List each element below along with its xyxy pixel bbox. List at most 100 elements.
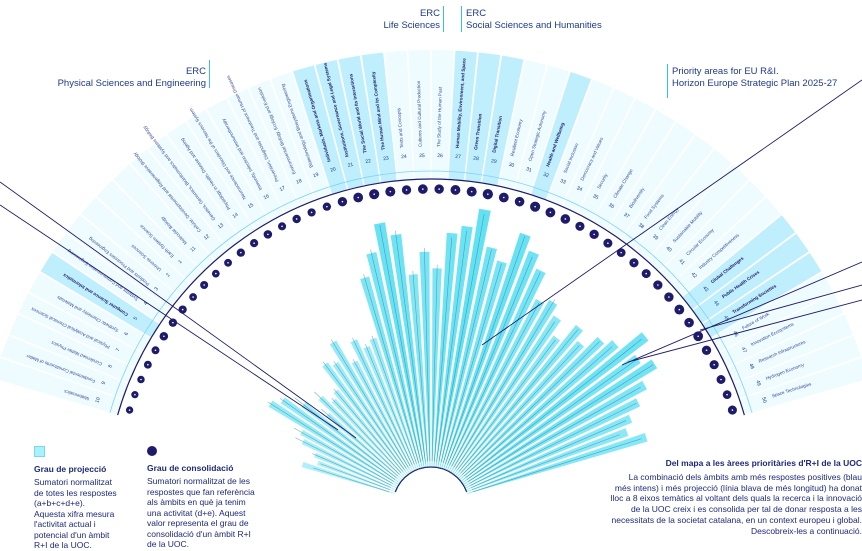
- sector-number: 40: [665, 245, 673, 253]
- consolidation-dot-center: [697, 335, 699, 338]
- sector-number: 4: [143, 301, 150, 307]
- projection-ray: [441, 260, 507, 469]
- consolidation-spoke: [466, 359, 637, 480]
- sector-number: 7: [115, 347, 122, 352]
- consolidation-spoke: [363, 274, 419, 463]
- sector-band: [9, 314, 135, 383]
- sector-band: [81, 197, 191, 297]
- consolidation-spoke: [472, 438, 642, 493]
- sector-band: [338, 55, 381, 186]
- sector-number: 5: [133, 316, 140, 322]
- social-header-rule: [461, 6, 462, 32]
- consolidation-spoke: [443, 263, 502, 463]
- consolidation-dot-center: [172, 321, 174, 324]
- sector-band: [96, 180, 203, 284]
- sector-number: 12: [203, 233, 211, 241]
- erc-social-line2: Social Sciences and Humanities: [466, 19, 602, 31]
- sector-number: 43: [701, 285, 709, 293]
- consolidation-dot-center: [678, 308, 681, 311]
- consolidation-dot-center: [140, 378, 142, 381]
- sector-band: [531, 71, 592, 200]
- sector-band: [29, 272, 151, 353]
- consolidation-spoke: [465, 338, 642, 479]
- sector-number: 28: [473, 156, 480, 163]
- consolidation-spoke: [472, 434, 620, 490]
- sector-number: 48: [747, 363, 755, 371]
- consolidation-dot-center: [564, 218, 567, 220]
- sector-band: [498, 59, 547, 190]
- sector-label: The Study of the Human Past: [436, 86, 443, 147]
- priority-line2: Horizon Europe Strategic Plan 2025-27: [672, 77, 838, 89]
- consolidation-dot-center: [240, 251, 242, 254]
- erc-life-line2: Life Sciences: [383, 19, 440, 31]
- sector-number: 47: [740, 346, 748, 354]
- sector-number: 19: [312, 172, 319, 180]
- consolidation-dot-center: [668, 296, 670, 298]
- sector-number: 44: [712, 300, 720, 308]
- consolidation-spoke: [424, 248, 431, 462]
- consolidation-spoke: [293, 427, 393, 484]
- sector-number: 42: [690, 271, 698, 279]
- consolidation-dot-center: [215, 272, 217, 275]
- consolidation-dot-center: [128, 409, 131, 411]
- projection-ray: [451, 315, 561, 474]
- sector-number: 35: [592, 193, 600, 201]
- sector-number: 1: [177, 259, 183, 265]
- callout-lines: [0, 79, 862, 439]
- projection-rays: [267, 208, 658, 494]
- sector-band: [682, 215, 796, 310]
- sector-band: [607, 122, 695, 240]
- projection-ray: [445, 250, 539, 470]
- consolidation-dot-center: [534, 205, 536, 208]
- projection-ray: [467, 432, 648, 494]
- consolidation-spoke: [451, 302, 540, 467]
- sector-number: 26: [437, 153, 443, 159]
- legend-projection: Grau de projecció Sumatori normalitzat d…: [34, 446, 134, 551]
- consolidation-dots: [125, 184, 737, 415]
- projection-ray: [363, 345, 417, 470]
- sector-band: [431, 50, 454, 180]
- projection-ray: [433, 232, 458, 468]
- hub-arc: [394, 466, 468, 493]
- legend-projection-title: Grau de projecció: [34, 463, 107, 474]
- consolidation-dot-center: [731, 409, 734, 411]
- consolidation-spoke: [365, 344, 415, 465]
- legend-consolidation-text: Sumatori normalitzat de les respostes qu…: [147, 476, 255, 549]
- sector-band: [465, 52, 501, 183]
- description-body: La combinació dels àmbits amb més respos…: [610, 471, 862, 536]
- consolidation-spoke: [371, 335, 417, 464]
- consolidation-spoke: [333, 388, 403, 472]
- priority-line1: Priority areas for EU R&I.: [672, 66, 779, 77]
- erc-social-line1: ERC: [466, 8, 487, 19]
- sector-number: 20: [330, 166, 337, 173]
- consolidation-dot-center: [267, 233, 269, 236]
- consolidation-dot-center: [281, 225, 283, 228]
- projection-ray: [435, 225, 473, 468]
- grid-rings: [109, 170, 753, 493]
- consolidation-dot-center: [389, 190, 392, 193]
- consolidation-spoke: [457, 339, 556, 471]
- consolidation-dot-center: [341, 200, 344, 203]
- consolidation-dot-center: [163, 335, 165, 338]
- sector-number: 17: [279, 185, 287, 193]
- projection-ray: [431, 268, 442, 468]
- erc-social-header: ERC Social Sciences and Humanities: [466, 8, 602, 31]
- consolidation-spoke: [352, 337, 413, 466]
- sector-number: 11: [189, 245, 197, 253]
- sector-band: [270, 71, 331, 200]
- legend-consolidation: Grau de consolidació Sumatori normalitza…: [147, 446, 267, 550]
- projection-ray: [464, 398, 641, 489]
- consolidation-dot-center: [357, 196, 359, 199]
- sector-number: 49: [754, 379, 762, 387]
- sector-band: [739, 358, 862, 415]
- projection-ray: [390, 234, 427, 468]
- sector-band: [249, 79, 316, 207]
- sector-number: 2: [165, 272, 171, 278]
- consolidation-dot-center: [154, 349, 157, 352]
- sector-band: [659, 180, 766, 284]
- sector-number: 21: [347, 162, 354, 169]
- projection-ray: [373, 222, 425, 468]
- consolidation-spoke: [370, 249, 422, 463]
- consolidation-spoke: [459, 329, 579, 472]
- consolidation-spoke: [436, 230, 467, 462]
